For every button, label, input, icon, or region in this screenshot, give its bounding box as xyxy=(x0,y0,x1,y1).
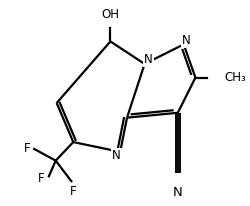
Text: N: N xyxy=(182,34,191,47)
Text: F: F xyxy=(70,185,76,198)
Text: N: N xyxy=(173,186,183,199)
Text: F: F xyxy=(24,142,30,155)
Text: N: N xyxy=(112,149,121,162)
Text: N: N xyxy=(144,53,153,66)
Text: CH₃: CH₃ xyxy=(225,71,246,84)
Text: F: F xyxy=(38,172,45,185)
Text: OH: OH xyxy=(102,8,119,21)
